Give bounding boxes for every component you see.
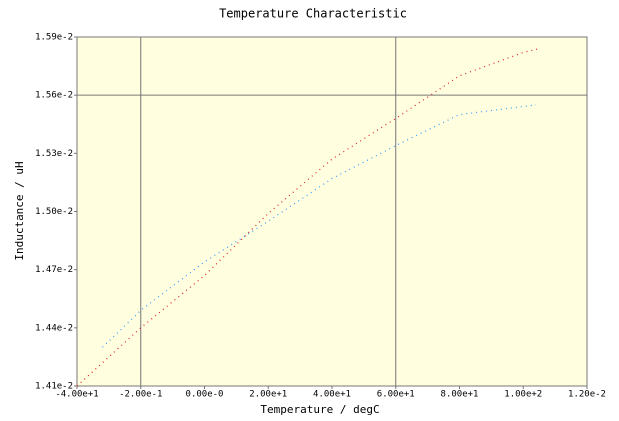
- y-axis-label: Inductance / uH: [13, 161, 26, 260]
- x-axis-label: Temperature / degC: [260, 403, 379, 416]
- x-tick-label: -2.00e-1: [119, 390, 162, 400]
- x-tick-label: 0.00e-0: [186, 390, 224, 400]
- chart-title: Temperature Characteristic: [219, 7, 407, 21]
- y-tick-label: 1.59e-2: [35, 33, 73, 43]
- y-tick-label: 1.50e-2: [35, 207, 73, 217]
- y-tick-label: 1.47e-2: [35, 265, 73, 275]
- y-tick-label: 1.56e-2: [35, 91, 73, 101]
- x-tick-label: 1.00e+2: [504, 390, 542, 400]
- x-tick-label: 4.00e+1: [313, 390, 351, 400]
- x-tick-label: 6.00e+1: [377, 390, 415, 400]
- x-tick-label: 2.00e+1: [249, 390, 287, 400]
- x-tick-label: -4.00e+1: [55, 390, 98, 400]
- y-tick-label: 1.41e-2: [35, 382, 73, 392]
- plot-area: [76, 36, 588, 387]
- y-tick-label: 1.44e-2: [35, 323, 73, 333]
- x-tick-label: 1.20e-2: [568, 390, 606, 400]
- y-tick-label: 1.53e-2: [35, 149, 73, 159]
- x-tick-label: 8.00e+1: [441, 390, 479, 400]
